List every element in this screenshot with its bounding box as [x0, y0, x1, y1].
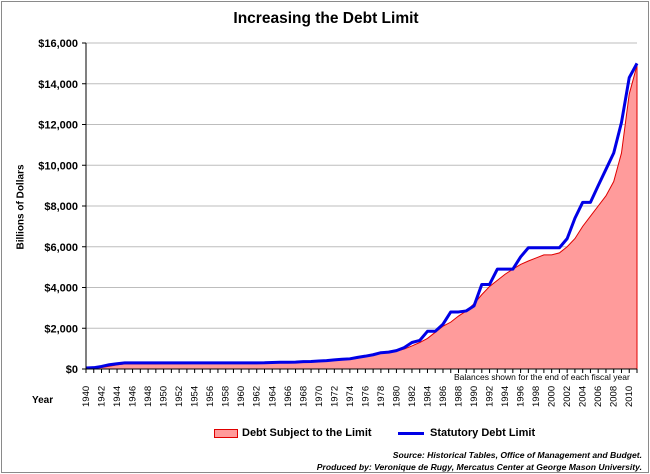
chart-title: Increasing the Debt Limit — [233, 10, 419, 27]
x-tick-label: 1970 — [314, 386, 325, 407]
x-tick-label: 2000 — [547, 386, 558, 407]
y-tick-label: $4,000 — [44, 283, 78, 295]
x-tick-label: 1972 — [329, 386, 340, 407]
x-tick-label: 1962 — [252, 386, 263, 407]
x-tick-label: 1958 — [221, 386, 232, 407]
y-tick-label: $2,000 — [44, 323, 78, 335]
y-axis-label: Billions of Dollars — [15, 164, 27, 250]
source-note: Source: Historical Tables, Office of Man… — [392, 450, 642, 460]
x-tick-label: 1986 — [438, 386, 449, 407]
legend-swatch-area — [214, 428, 238, 438]
x-axis-label: Year — [32, 395, 54, 406]
y-tick-label: $6,000 — [44, 242, 78, 254]
series-line-statutory-limit — [85, 62, 639, 370]
x-tick-label: 1978 — [376, 386, 387, 407]
x-tick-label: 1948 — [143, 386, 154, 407]
x-tick-label: 1952 — [174, 386, 185, 407]
x-tick-label: 2010 — [624, 386, 635, 407]
x-tick-label: 1946 — [128, 386, 139, 407]
x-tick-label: 1982 — [407, 386, 418, 407]
fiscal-year-note: Balances shown for the end of each fisca… — [454, 372, 630, 382]
x-tick-label: 2004 — [578, 386, 589, 407]
x-tick-label: 1996 — [516, 386, 527, 407]
x-tick-label: 1990 — [469, 386, 480, 407]
x-tick-label: 1966 — [283, 386, 294, 407]
x-tick-label: 1998 — [531, 386, 542, 407]
legend-label-statutory-limit: Statutory Debt Limit — [430, 427, 536, 439]
y-tick-label: $12,000 — [38, 120, 78, 132]
y-tick-label: $14,000 — [38, 79, 78, 91]
y-tick-label: $8,000 — [44, 201, 78, 213]
x-tick-label: 2002 — [562, 386, 573, 407]
x-tick-label: 2008 — [609, 386, 620, 407]
credit-note: Produced by: Veronique de Rugy, Mercatus… — [316, 462, 642, 472]
x-tick-label: 1988 — [454, 386, 465, 407]
x-tick-label: 1974 — [345, 386, 356, 407]
x-tick-label: 1956 — [205, 386, 216, 407]
legend-item-debt-subject: Debt Subject to the Limit — [214, 426, 372, 440]
y-tick-label: $0 — [66, 364, 78, 376]
legend-label-debt-subject: Debt Subject to the Limit — [242, 427, 372, 439]
x-tick-label: 1954 — [190, 386, 201, 407]
legend-item-statutory-limit: Statutory Debt Limit — [398, 426, 535, 440]
series-area-debt-subject — [86, 65, 637, 369]
x-tick-label: 2006 — [593, 386, 604, 407]
legend-swatch-line — [398, 431, 424, 435]
x-tick-label: 1994 — [500, 386, 511, 407]
x-tick-label: 1992 — [485, 386, 496, 407]
x-tick-label: 1944 — [112, 386, 123, 407]
x-tick-label: 1984 — [422, 386, 433, 407]
x-tick-label: 1950 — [159, 386, 170, 407]
x-tick-label: 1940 — [81, 386, 92, 407]
x-tick-label: 1968 — [298, 386, 309, 407]
x-tick-label: 1942 — [97, 386, 108, 407]
x-tick-label: 1980 — [391, 386, 402, 407]
x-tick-label: 1960 — [236, 386, 247, 407]
x-tick-label: 1976 — [360, 386, 371, 407]
y-tick-label: $16,000 — [38, 38, 78, 50]
y-tick-label: $10,000 — [38, 160, 78, 172]
x-tick-label: 1964 — [267, 386, 278, 407]
